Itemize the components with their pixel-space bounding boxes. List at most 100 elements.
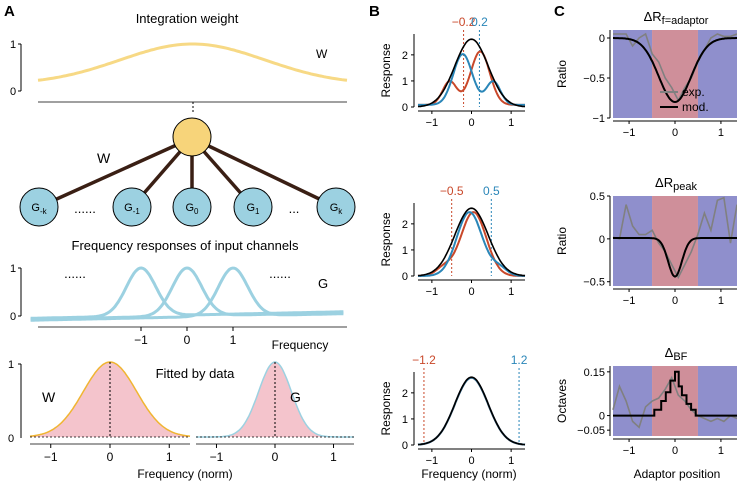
b-black-curve [417, 38, 526, 108]
c-mod-line [613, 37, 737, 104]
b-red-curve [417, 211, 525, 277]
node-g-k [19, 187, 59, 227]
node-dots-left: ...... [74, 201, 96, 216]
c-band-left [613, 30, 653, 118]
b-red-curve [418, 50, 525, 106]
fit-g-label: G [290, 389, 301, 405]
fitted-g-plot: −1 0 1 [196, 361, 354, 464]
integration-weight-title: Integration weight [136, 11, 239, 26]
c-ylabel: Octaves [555, 379, 569, 423]
b-ytick-label: 1 [402, 414, 408, 426]
c-ytick-label: 0.5 [590, 191, 605, 203]
freq-tick-label: 1 [230, 333, 237, 347]
b-xtick-label: −1 [426, 286, 439, 298]
fitted-tick-label: 0 [107, 450, 114, 464]
b-ytick-label: 1 [402, 245, 408, 257]
c-exp-line [613, 32, 737, 103]
b-adaptor-left-label: −1.2 [412, 353, 436, 367]
fit-w-label: W [42, 389, 56, 405]
b-adaptor-left-label: −0.5 [440, 184, 464, 198]
c-xtick-label: 1 [718, 295, 724, 307]
fitted-tick-label: −1 [210, 450, 224, 464]
b-ylabel: Response [379, 43, 393, 97]
b-xtick-label: 0 [468, 455, 474, 467]
c-xtick-label: −1 [623, 295, 636, 307]
freq-tick-label: −1 [134, 333, 148, 347]
b-xtick-label: 0 [468, 117, 474, 129]
fit-ytick-1: 1 [8, 359, 14, 371]
node-g1 [233, 187, 273, 227]
b-black-curve [417, 376, 526, 446]
c-xtick-label: 1 [718, 127, 724, 139]
c-ytick-label: −0.05 [577, 425, 605, 437]
b-ytick-label: 1 [402, 76, 408, 88]
b-ylabel: Response [379, 381, 393, 435]
c-ytick-label: −0.5 [583, 73, 605, 85]
b-ytick-label: 0 [402, 271, 408, 283]
c-exp-line [612, 196, 737, 280]
c-title-sub: peak [673, 181, 697, 193]
b-blue-curve [418, 211, 526, 277]
legend-mod-label: mod. [682, 100, 709, 114]
weight-ytick-0: 0 [10, 86, 16, 98]
c-title: ΔRpeak [655, 175, 697, 193]
b-ytick-label: 0 [402, 102, 408, 114]
freq-xticks: −1 0 1 [134, 327, 237, 347]
b-xtick-label: 1 [508, 286, 514, 298]
c-xtick-label: −1 [623, 127, 636, 139]
network-diagram: W G-k ...... G-1 G0 G1 ... Gk [19, 117, 356, 227]
c-exp-line [612, 375, 737, 429]
b-xtick-label: −1 [426, 455, 439, 467]
panel-c-letter: C [554, 3, 565, 20]
c-band-left [613, 196, 653, 286]
integrator-node [172, 117, 212, 157]
b-adaptor-right-label: 0.5 [483, 184, 500, 198]
b-ytick-label: 2 [402, 50, 408, 62]
network-weight-label: W [97, 150, 111, 166]
panel-c-xlabel: Adaptor position [634, 467, 721, 481]
b-xtick-label: −1 [426, 117, 439, 129]
c-title-sub: f=adaptor [662, 15, 709, 27]
c-ytick-label: 0 [599, 234, 605, 246]
c-ylabel: Ratio [555, 60, 569, 88]
c-title-sub: BF [673, 351, 687, 363]
channel-curves [30, 266, 344, 322]
legend-exp-label: exp. [682, 85, 705, 99]
c-ytick-label: −1 [592, 113, 605, 125]
c-title: ΔRf=adaptor [644, 9, 709, 27]
fitted-w-plot: −1 0 1 [29, 361, 191, 464]
fitted-tick-label: −1 [44, 450, 58, 464]
c-ytick-label: 0 [599, 411, 605, 423]
freq-dots-right: ...... [269, 266, 291, 281]
channel-curve-2 [30, 266, 344, 322]
panel-b-xlabel: Frequency (norm) [421, 467, 516, 481]
node-g0 [172, 187, 212, 227]
node-g-minus-1 [112, 187, 152, 227]
weight-curve-label: W [316, 47, 328, 61]
node-g-k-right [316, 187, 356, 227]
fit-ytick-0: 0 [8, 433, 14, 445]
c-mod-line [613, 370, 737, 417]
weight-ytick-1: 1 [10, 39, 16, 51]
b-xtick-label: 0 [468, 286, 474, 298]
c-band-right [697, 366, 737, 436]
b-blue-curve [417, 376, 526, 446]
freq-ytick-0: 0 [10, 311, 16, 323]
c-ytick-label: 0.15 [584, 367, 605, 379]
weight-curve [37, 42, 348, 82]
panel-a-letter: A [4, 3, 15, 20]
b-ytick-label: 0 [402, 440, 408, 452]
fitted-tick-label: 0 [272, 450, 279, 464]
panel-b-letter: B [369, 3, 380, 20]
c-xtick-label: 0 [672, 127, 678, 139]
b-ytick-label: 2 [402, 219, 408, 231]
c-ylabel: Ratio [555, 227, 569, 255]
c-band-mid [652, 30, 698, 118]
fitted-tick-label: 1 [330, 450, 337, 464]
b-xtick-label: 1 [508, 117, 514, 129]
b-adaptor-left-label: −0.2 [452, 15, 476, 29]
c-xtick-label: −1 [623, 445, 636, 457]
freq-tick-label: 0 [184, 333, 191, 347]
fit-xlabel: Frequency (norm) [137, 467, 232, 481]
c-ytick-label: −0.5 [583, 277, 605, 289]
